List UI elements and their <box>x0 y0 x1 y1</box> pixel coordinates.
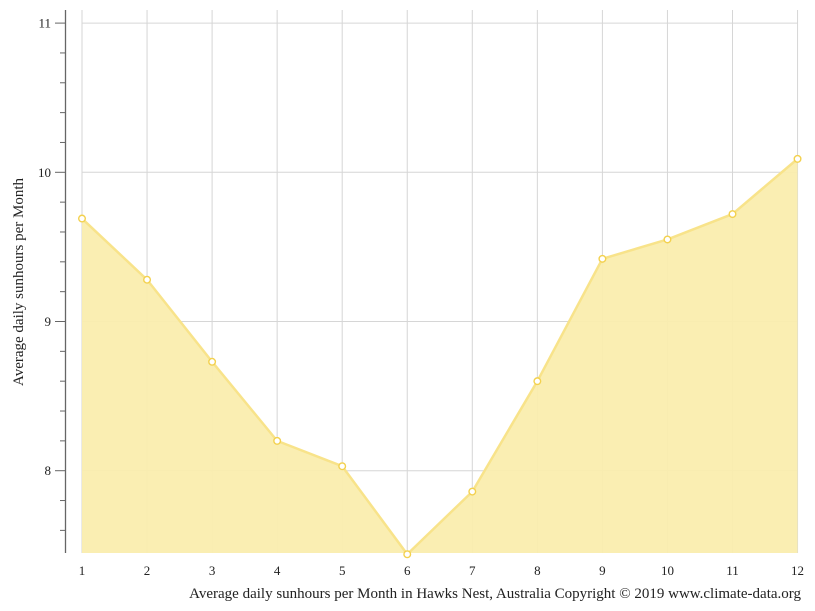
x-tick-label: 4 <box>274 563 281 578</box>
data-point-marker <box>793 154 802 163</box>
y-axis-title: Average daily sunhours per Month <box>11 178 27 387</box>
x-tick-label: 9 <box>599 563 606 578</box>
data-point-marker <box>663 235 672 244</box>
x-tick-label: 8 <box>534 563 541 578</box>
data-point-marker <box>598 254 607 263</box>
area-fill <box>82 158 798 555</box>
area-series <box>81 157 799 556</box>
y-tick-label: 11 <box>38 16 51 31</box>
y-tick-label: 8 <box>45 463 52 478</box>
x-tick-label: 6 <box>404 563 411 578</box>
x-tick-label: 1 <box>79 563 86 578</box>
x-tick-label: 5 <box>339 563 346 578</box>
x-tick-label: 7 <box>469 563 476 578</box>
area-line <box>81 157 799 556</box>
data-point-marker <box>403 550 412 559</box>
data-point-markers <box>77 154 802 559</box>
x-tick-label: 3 <box>209 563 216 578</box>
chart-caption: Average daily sunhours per Month in Hawk… <box>189 586 801 602</box>
x-tick-label: 10 <box>661 563 674 578</box>
x-tick-label: 11 <box>726 563 739 578</box>
x-tick-label: 12 <box>791 563 804 578</box>
data-point-marker <box>728 210 737 219</box>
data-point-marker <box>338 462 347 471</box>
x-axis-labels: 1 2 3 4 5 6 7 8 9 10 11 12 <box>79 563 804 578</box>
x-tick-label: 2 <box>144 563 151 578</box>
data-point-marker <box>273 436 282 445</box>
data-point-marker <box>533 377 542 386</box>
data-point-marker <box>468 487 477 496</box>
data-point-marker <box>77 214 86 223</box>
y-axis: 8 9 10 11 <box>38 10 67 553</box>
y-tick-label: 10 <box>38 165 51 180</box>
data-point-marker <box>208 357 217 366</box>
data-point-marker <box>143 275 152 284</box>
y-tick-label: 9 <box>45 314 52 329</box>
